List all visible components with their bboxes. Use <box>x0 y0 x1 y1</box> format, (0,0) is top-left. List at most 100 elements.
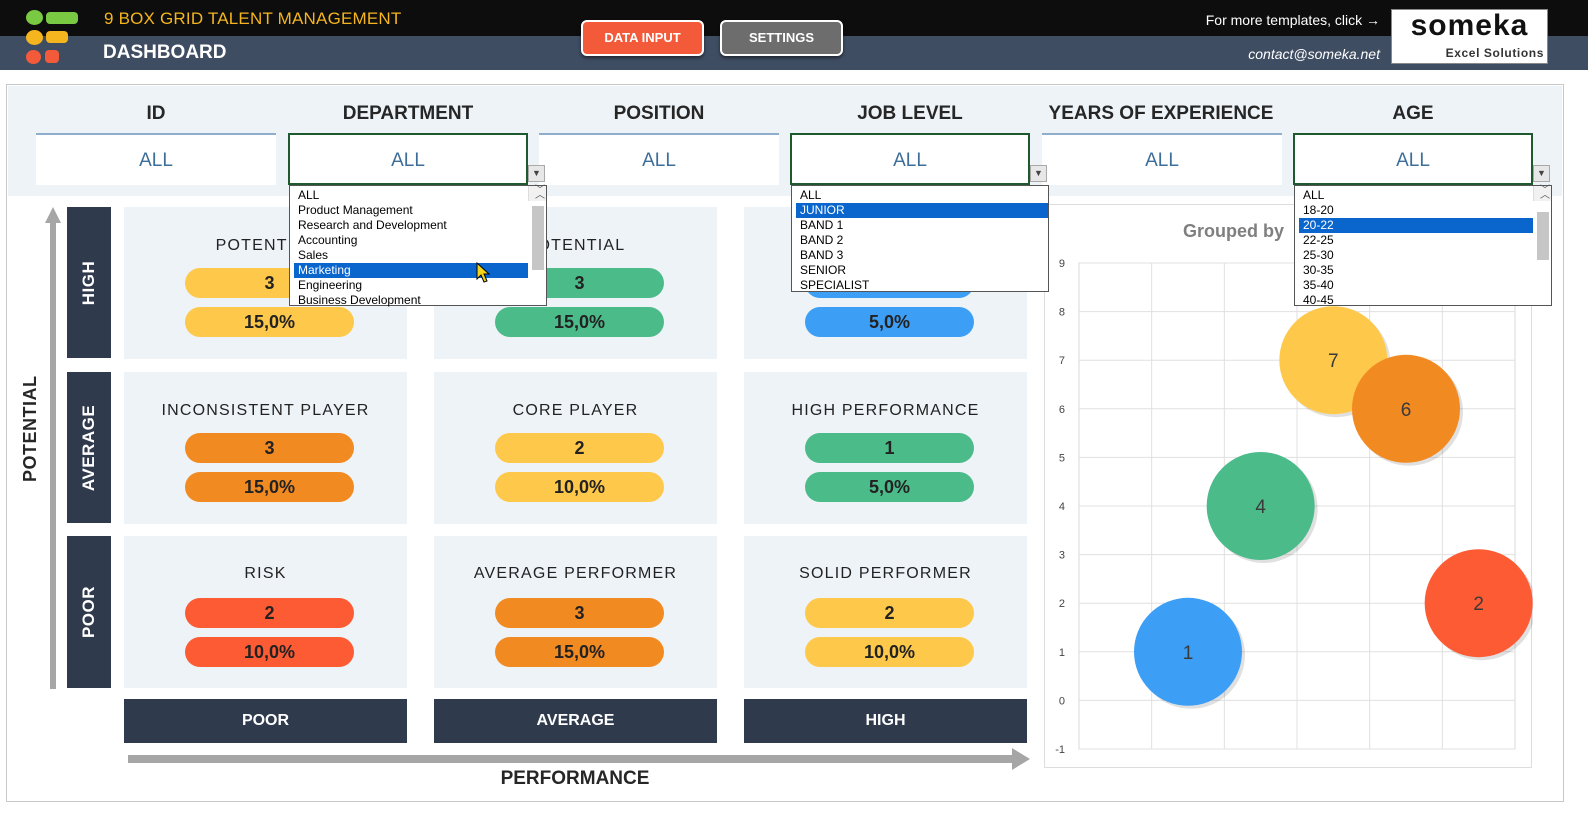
dropdown-option[interactable]: Business Development <box>298 293 421 307</box>
app-title: 9 BOX GRID TALENT MANAGEMENT <box>104 9 402 28</box>
y-tick-label: 8 <box>1059 307 1065 319</box>
dropdown-department[interactable]: ALL Product Management Research and Develo… <box>289 185 547 307</box>
dropdown-option[interactable]: Marketing <box>294 263 528 278</box>
y-tick-label: 6 <box>1059 404 1065 416</box>
page-title: DASHBOARD <box>103 42 227 63</box>
percent-pill: 15,0% <box>495 637 664 667</box>
col-label-poor: POOR <box>124 699 407 743</box>
performance-axis-arrow <box>128 748 1030 770</box>
scroll-up-icon[interactable]: ︿ <box>1540 190 1550 201</box>
percent-pill: 5,0% <box>805 307 974 337</box>
count-pill: 3 <box>495 598 664 628</box>
dashboard-frame <box>6 84 1564 802</box>
filter-id[interactable]: ALL <box>36 133 276 185</box>
count-pill: 2 <box>495 433 664 463</box>
y-tick-label: 7 <box>1059 355 1065 367</box>
scroll-up-icon[interactable]: ︿ <box>535 190 545 201</box>
brand-logo[interactable]: someka Excel Solutions <box>1391 9 1548 64</box>
dropdown-arrow-icon[interactable]: ▼ <box>528 165 545 182</box>
filter-label-position: POSITION <box>613 103 705 124</box>
scroll-down-icon[interactable]: ﹀ <box>535 185 545 196</box>
dropdown-option[interactable]: BAND 2 <box>800 233 844 247</box>
cell-title: AVERAGE PERFORMER <box>473 565 678 582</box>
dropdown-arrow-icon[interactable]: ▼ <box>1533 165 1550 182</box>
grid-cell: CORE PLAYER 2 10,0% <box>434 372 717 524</box>
brand-name: someka <box>1410 9 1529 42</box>
count-pill: 2 <box>185 598 354 628</box>
grid-cell: AVERAGE PERFORMER 3 15,0% <box>434 536 717 688</box>
dropdown-option[interactable]: 25-30 <box>1303 248 1334 262</box>
potential-axis-arrow <box>45 207 61 689</box>
dropdown-arrow-icon[interactable]: ▼ <box>1030 165 1047 182</box>
dropdown-option[interactable]: Product Management <box>298 203 413 217</box>
dropdown-option[interactable]: Research and Development <box>298 218 447 232</box>
dropdown-option[interactable]: ALL <box>1303 188 1325 202</box>
row-label-high: HIGH <box>67 207 111 358</box>
percent-pill: 15,0% <box>185 307 354 337</box>
bubble-label: 1 <box>1183 643 1194 664</box>
grid-cell: SOLID PERFORMER 2 10,0% <box>744 536 1027 688</box>
dropdown-option[interactable]: 40-45 <box>1303 293 1334 307</box>
cell-title: POTENTIAL <box>525 237 626 254</box>
filter-age[interactable]: ALL <box>1293 133 1533 185</box>
dropdown-job-level[interactable]: ALL JUNIOR BAND 1 BAND 2 BAND 3 SENIOR SPECIAL… <box>791 185 1049 292</box>
bubble <box>1424 549 1533 658</box>
brand-subtitle: Excel Solutions <box>1445 46 1544 60</box>
dropdown-option[interactable]: ALL <box>298 188 320 202</box>
bubble <box>1206 452 1315 560</box>
y-tick-label: -1 <box>1055 744 1065 756</box>
bubble-chart: -1 0 1 2 3 4 5 6 7 8 9 Grouped by 1 4 7 6 2 <box>1044 204 1536 768</box>
chart-title: Grouped by <box>1183 221 1284 241</box>
filter-position[interactable]: ALL <box>539 133 779 185</box>
filter-job-level[interactable]: ALL <box>790 133 1030 185</box>
dropdown-option[interactable]: 20-22 <box>1299 218 1533 233</box>
filter-label-job-level: JOB LEVEL <box>857 103 963 124</box>
data-input-button[interactable]: DATA INPUT <box>581 20 704 56</box>
dropdown-scrollbar[interactable]: ︿ ﹀ <box>528 185 546 270</box>
filter-department[interactable]: ALL <box>288 133 528 185</box>
percent-pill: 10,0% <box>495 472 664 502</box>
dropdown-option[interactable]: 30-35 <box>1303 263 1334 277</box>
row-label-poor: POOR <box>67 536 111 688</box>
axis-label-potential: POTENTIAL <box>20 375 40 483</box>
dropdown-age[interactable]: ALL 18-20 20-22 22-25 25-30 30-35 35-40 40-45 ︿… <box>1294 185 1552 307</box>
bubble-label: 7 <box>1328 351 1339 372</box>
percent-pill: 10,0% <box>805 637 974 667</box>
mouse-cursor-icon <box>476 261 491 284</box>
y-tick-label: 1 <box>1059 647 1065 659</box>
dropdown-option[interactable]: BAND 1 <box>800 218 844 232</box>
dropdown-option[interactable]: ALL <box>800 188 822 202</box>
percent-pill: 10,0% <box>185 637 354 667</box>
filter-label-id: ID <box>146 103 166 124</box>
grid-cell: INCONSISTENT PLAYER 3 15,0% <box>124 372 407 524</box>
row-label-average: AVERAGE <box>67 372 111 523</box>
dropdown-scrollbar[interactable]: ︿ ﹀ <box>1533 185 1551 260</box>
dropdown-option[interactable]: 22-25 <box>1303 233 1334 247</box>
dropdown-option[interactable]: BAND 3 <box>800 248 844 262</box>
bubble <box>1352 354 1460 463</box>
dropdown-option[interactable]: 35-40 <box>1303 278 1334 292</box>
bubble-chart-svg: -1 0 1 2 3 4 5 6 7 8 9 Grouped by 1 4 7 6 2 <box>1055 221 1536 756</box>
cell-title: HIGH PERFORMANCE <box>791 402 980 419</box>
y-tick-label: 3 <box>1059 550 1065 562</box>
dropdown-option[interactable]: Accounting <box>298 233 358 247</box>
dropdown-option[interactable]: Sales <box>298 248 329 262</box>
scroll-down-icon[interactable]: ﹀ <box>1540 185 1550 196</box>
settings-button[interactable]: SETTINGS <box>720 20 843 56</box>
dropdown-option[interactable]: 18-20 <box>1303 203 1334 217</box>
dropdown-option[interactable]: SENIOR <box>800 263 847 277</box>
grid-cell: HIGH PERFORMANCE 1 5,0% <box>744 372 1027 524</box>
bubble <box>1134 597 1242 706</box>
y-tick-label: 0 <box>1059 695 1065 707</box>
dropdown-option[interactable]: Engineering <box>298 278 363 292</box>
more-templates-link[interactable]: For more templates, click → <box>1205 12 1380 28</box>
filter-years[interactable]: ALL <box>1042 133 1282 185</box>
y-tick-label: 5 <box>1059 452 1065 464</box>
contact-email[interactable]: contact@someka.net <box>1248 46 1380 62</box>
dropdown-option[interactable]: JUNIOR <box>796 203 1048 218</box>
y-tick-label: 9 <box>1059 258 1065 270</box>
count-pill: 2 <box>805 598 974 628</box>
dropdown-option[interactable]: SPECIALIST <box>800 278 870 292</box>
col-label-high: HIGH <box>744 699 1027 743</box>
cell-title: CORE PLAYER <box>512 402 639 419</box>
